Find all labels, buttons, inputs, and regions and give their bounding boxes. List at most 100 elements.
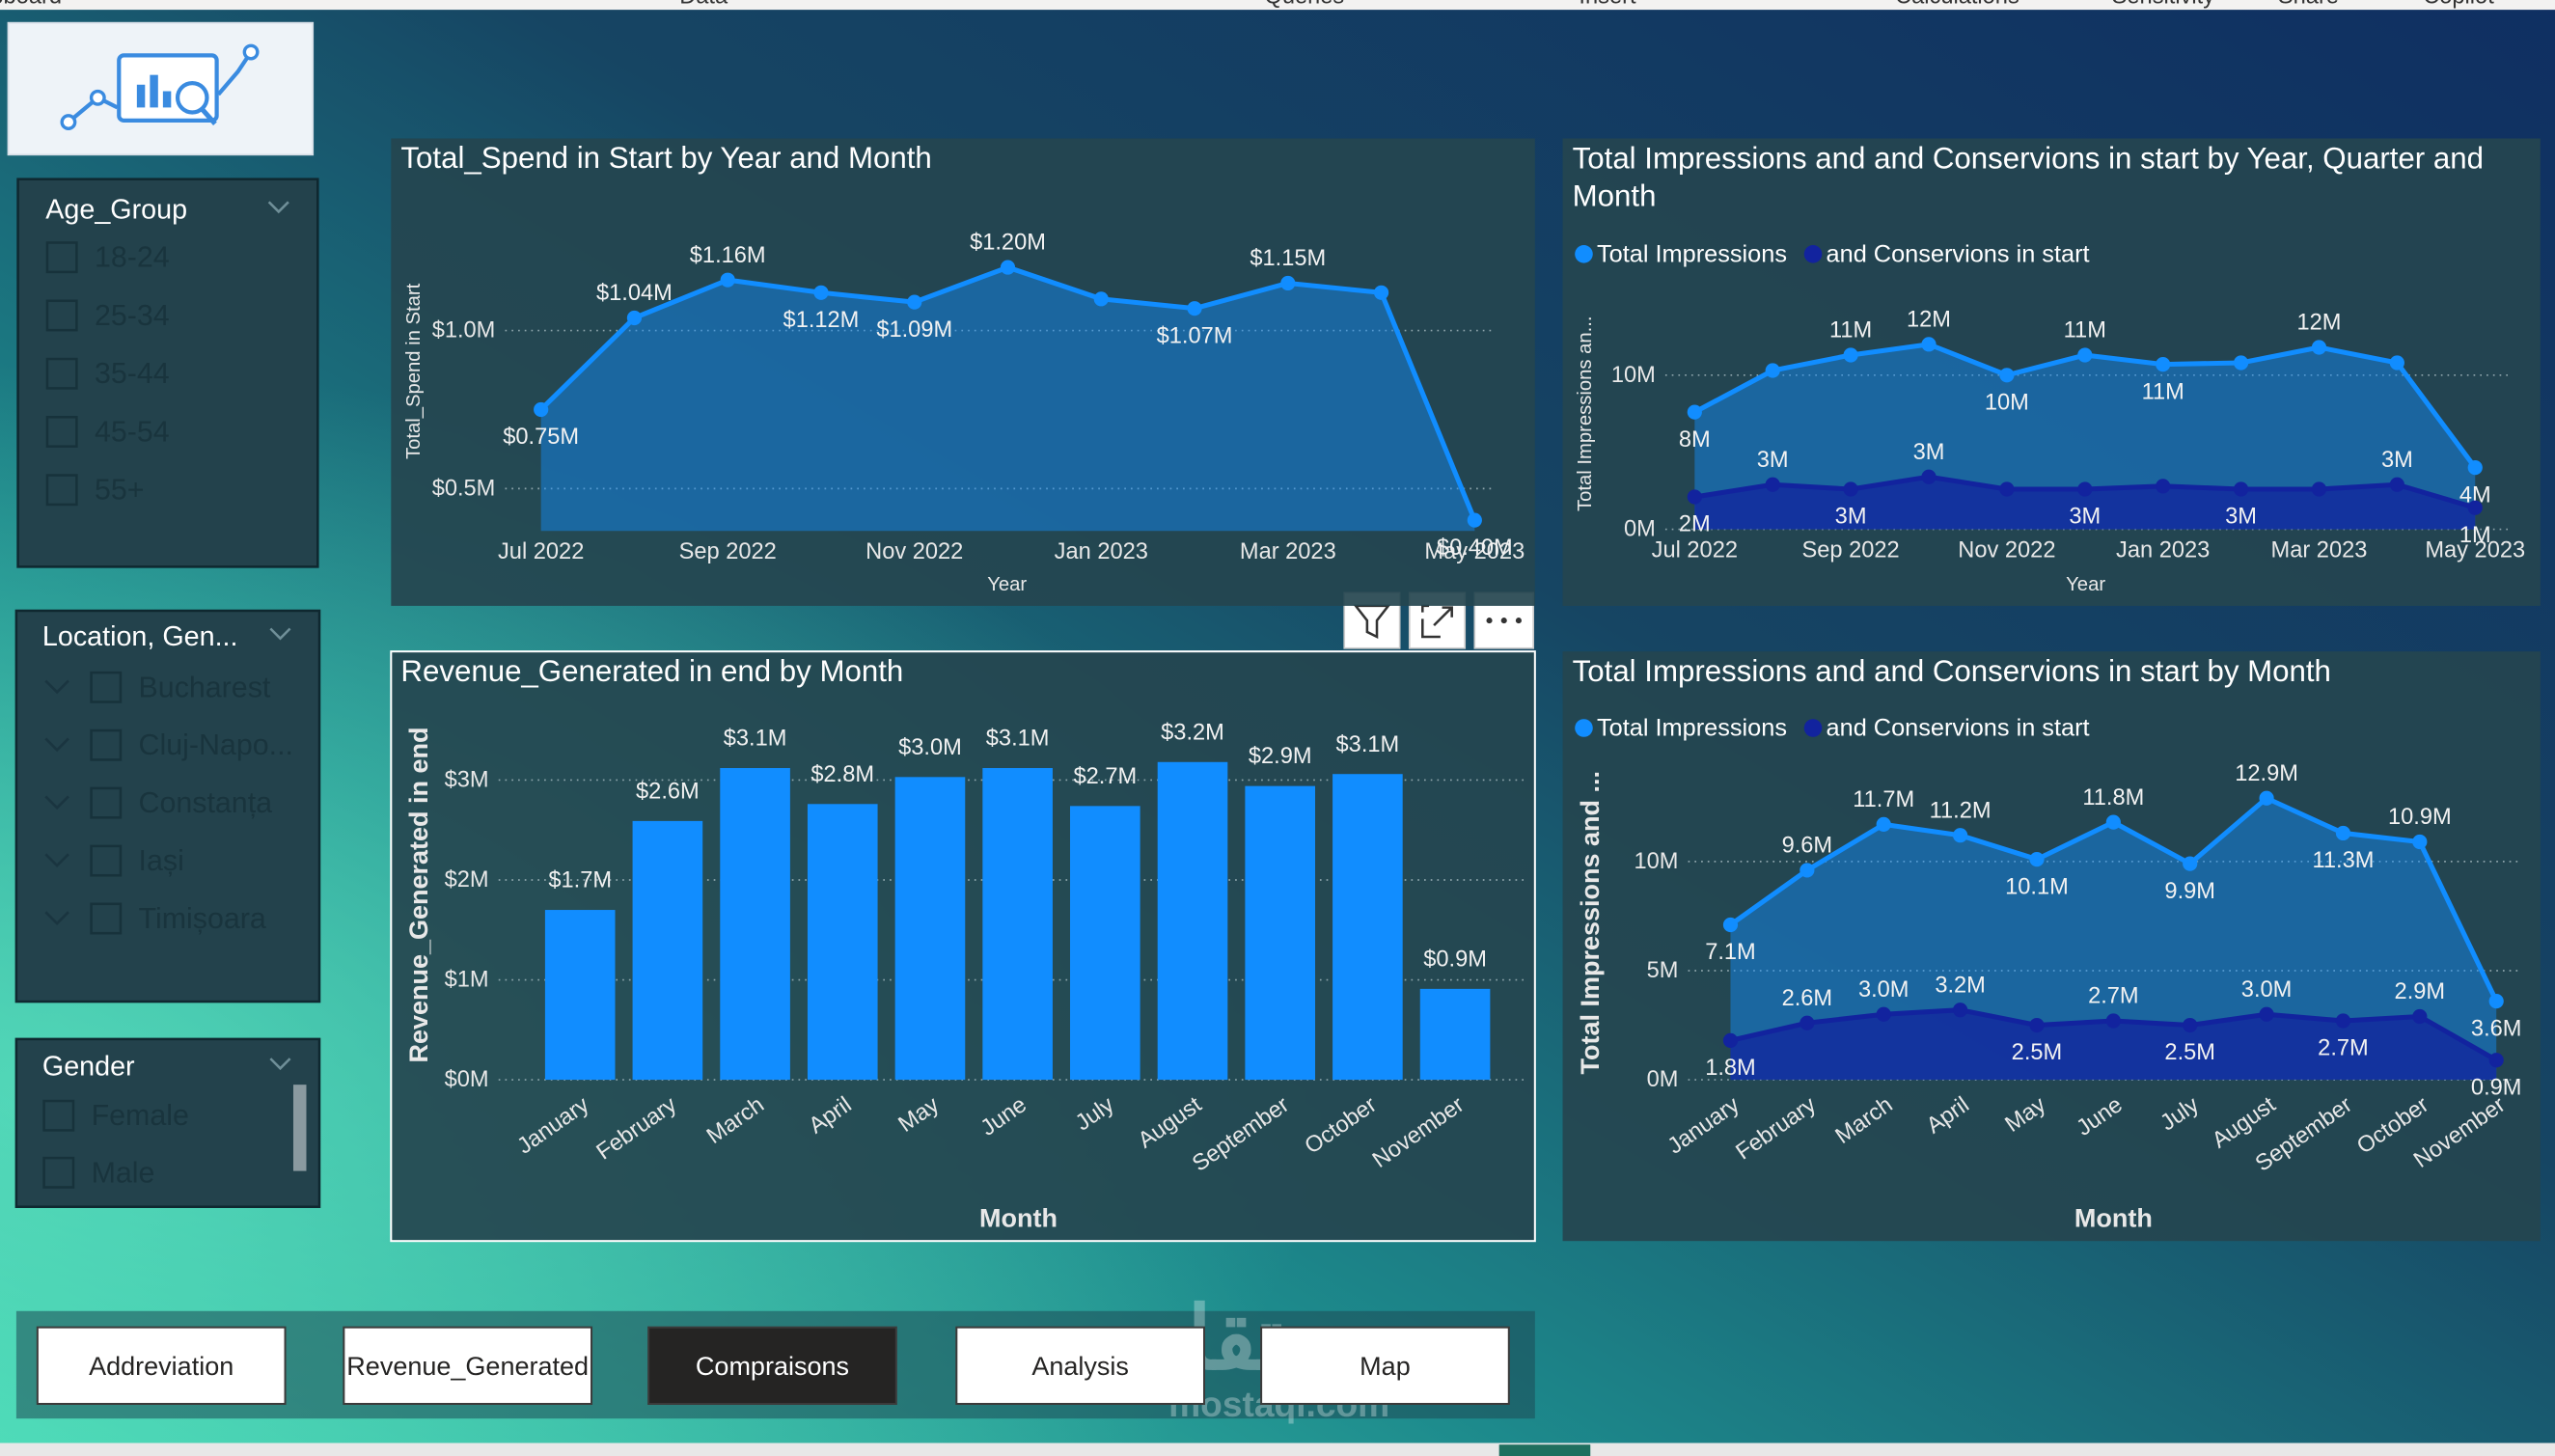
data-label: 11.2M	[1930, 798, 1992, 823]
nav-button[interactable]	[36, 1326, 287, 1405]
point	[720, 272, 735, 288]
point	[1765, 363, 1780, 378]
slicer-dropdown[interactable]	[269, 1058, 291, 1071]
point	[2467, 460, 2483, 476]
data-label: 10.1M	[2005, 874, 2069, 899]
data-label: 11.3M	[2312, 848, 2374, 873]
point	[2105, 814, 2121, 830]
data-label: 12M	[1907, 308, 1951, 333]
data-label: 10M	[1985, 390, 2029, 415]
point	[2488, 994, 2504, 1009]
nav-button[interactable]	[1260, 1326, 1510, 1405]
slicer-item[interactable]: 55+	[95, 474, 145, 507]
slicer-item[interactable]: 35-44	[95, 357, 170, 390]
data-label: 3M	[1913, 440, 1945, 465]
data-label: $0.9M	[1423, 947, 1487, 972]
expand-chevron[interactable]	[44, 737, 69, 753]
checkbox[interactable]	[45, 474, 78, 507]
data-label: $3.0M	[898, 735, 962, 760]
slicer-item[interactable]: 25-34	[95, 299, 170, 332]
nav-button-label[interactable]: Revenue_Generated	[346, 1352, 589, 1381]
point	[1722, 1032, 1739, 1048]
point	[2156, 479, 2171, 494]
area	[1730, 798, 2497, 1081]
slicer-item[interactable]: 45-54	[95, 415, 170, 448]
nav-button-label[interactable]: Map	[1360, 1352, 1411, 1381]
point	[2389, 477, 2404, 492]
data-label: 3M	[2225, 505, 2257, 530]
data-label: $1.7M	[548, 868, 612, 893]
focus-icon	[1421, 604, 1453, 639]
nav-button[interactable]	[955, 1326, 1206, 1405]
data-label: 3M	[2069, 505, 2101, 530]
nav-button[interactable]	[343, 1326, 593, 1405]
data-label: 7.1M	[1705, 940, 1756, 965]
scrollbar	[292, 1085, 307, 1171]
slicer-item[interactable]: Iași	[139, 844, 184, 877]
expand-chevron[interactable]	[44, 679, 69, 695]
ribbon-label: Data	[679, 0, 728, 10]
point	[1921, 469, 1937, 484]
data-label: 3.0M	[1858, 977, 1909, 1003]
dot	[1515, 618, 1522, 624]
data-label: 11M	[1829, 318, 1872, 343]
data-label: 9.9M	[2164, 879, 2215, 904]
slicer-dropdown[interactable]	[267, 201, 289, 214]
slicer-item[interactable]: Cluj-Napo...	[139, 728, 293, 761]
chart: Total_Spend in Start by Year and Month $0…	[391, 138, 1535, 606]
data-label: 11M	[2064, 318, 2106, 343]
checkbox[interactable]	[90, 902, 123, 935]
slicer-item[interactable]: Constanța	[139, 786, 273, 819]
page-tab[interactable]	[1498, 1444, 1591, 1456]
y-tick-label: $2M	[445, 867, 489, 893]
slicer-dropdown[interactable]	[269, 627, 291, 641]
data-label: $0.40M	[1437, 536, 1513, 561]
nav-button-label[interactable]: Addreviation	[89, 1352, 234, 1381]
checkbox[interactable]	[45, 241, 78, 274]
x-axis-title: Month	[2074, 1204, 2153, 1233]
slicer-item[interactable]: Male	[92, 1156, 155, 1189]
bar	[1070, 806, 1140, 1081]
checkbox[interactable]	[90, 786, 123, 819]
ribbon-label: Sensitivity	[2112, 0, 2215, 10]
nav-button-label[interactable]: Analysis	[1031, 1352, 1129, 1381]
x-tick-label: Nov 2022	[865, 539, 963, 564]
point	[2183, 856, 2198, 871]
data-label: $1.04M	[596, 281, 673, 306]
data-label: 11.7M	[1853, 787, 1914, 812]
slicer-item[interactable]: 18-24	[95, 241, 170, 274]
data-label: 2.7M	[2088, 984, 2139, 1009]
data-label: 3M	[2381, 448, 2413, 473]
data-label: 8M	[1679, 427, 1711, 453]
chart: Total Impressions and and Conservions in…	[1562, 138, 2541, 606]
data-label: $1.16M	[690, 243, 766, 268]
data-label: $0.75M	[503, 425, 579, 450]
checkbox[interactable]	[45, 416, 78, 448]
checkbox[interactable]	[42, 1099, 75, 1132]
ribbon-label: Calculations	[1895, 0, 2019, 10]
point	[534, 401, 549, 418]
y-tick-label: $0.5M	[432, 476, 496, 501]
data-label: $2.9M	[1249, 744, 1312, 769]
data-label: 2.6M	[1782, 986, 1833, 1011]
legend-label: and Conservions in start	[1827, 240, 2090, 267]
expand-chevron[interactable]	[44, 853, 69, 868]
bar	[544, 910, 616, 1081]
slicer-item[interactable]: Timișoara	[139, 902, 266, 935]
checkbox[interactable]	[90, 844, 123, 877]
checkbox[interactable]	[45, 357, 78, 390]
nav-button[interactable]	[647, 1326, 897, 1405]
expand-chevron[interactable]	[44, 911, 69, 925]
expand-chevron[interactable]	[44, 795, 69, 810]
checkbox[interactable]	[90, 728, 123, 761]
checkbox[interactable]	[42, 1156, 75, 1189]
checkbox[interactable]	[90, 671, 123, 703]
slicer-item[interactable]: Bucharest	[139, 671, 271, 703]
data-label: 11M	[2142, 379, 2184, 404]
nav-button-label[interactable]: Compraisons	[696, 1352, 849, 1381]
slicer-item[interactable]: Female	[92, 1099, 189, 1132]
legend-marker	[1803, 245, 1823, 263]
area	[540, 267, 1475, 532]
checkbox[interactable]	[45, 299, 78, 332]
point	[2029, 852, 2045, 867]
